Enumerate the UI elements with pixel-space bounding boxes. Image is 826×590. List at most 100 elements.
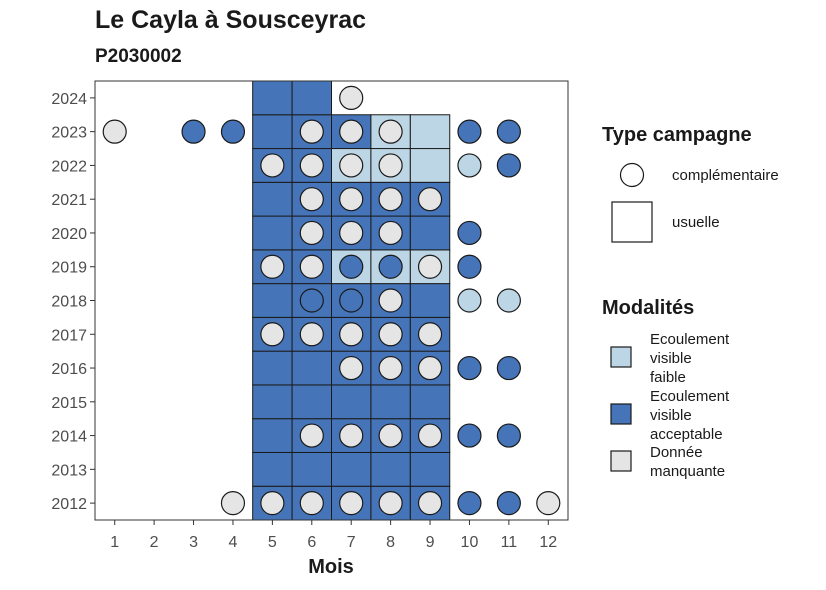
- x-tick-label-1: 1: [110, 534, 119, 551]
- point-circle-2022-7: [339, 153, 364, 178]
- cell-square-2014-5: [252, 418, 293, 453]
- point-circle-2023-11: [496, 119, 521, 144]
- cell-square-2013-5: [252, 451, 293, 487]
- legend-key-ecoulement-visible-faible: [610, 346, 632, 368]
- legend-shape-title: Type campagne: [602, 124, 752, 146]
- y-tick-label-2019: 2019: [51, 260, 87, 277]
- cell-square-2013-7: [331, 451, 372, 487]
- point-circle-2021-6: [299, 187, 324, 212]
- point-circle-2014-6: [299, 423, 324, 448]
- cell-square-2015-5: [252, 384, 293, 420]
- legend-label-line: acceptable: [650, 426, 723, 443]
- cell-square-2023-9: [409, 114, 451, 150]
- point-circle-2019-10: [457, 254, 482, 279]
- x-tick-label-10: 10: [461, 534, 479, 551]
- point-circle-2014-7: [339, 423, 364, 448]
- cell-square-2018-9: [409, 283, 451, 318]
- point-circle-2018-10: [457, 288, 482, 313]
- legend-shape-label-usuelle: usuelle: [672, 214, 720, 231]
- point-circle-2017-8: [378, 322, 403, 347]
- cell-square-2020-5: [252, 215, 293, 251]
- x-tick-label-12: 12: [539, 534, 557, 551]
- cell-square-2016-6: [291, 350, 333, 386]
- point-circle-2016-10: [457, 355, 482, 381]
- point-circle-2023-8: [378, 119, 403, 144]
- y-tick-label-2013: 2013: [51, 462, 87, 479]
- legend-label-line: visible: [650, 407, 692, 424]
- legend-fill-title: Modalités: [602, 297, 694, 319]
- point-circle-2022-11: [496, 153, 521, 178]
- point-circle-2021-7: [339, 187, 364, 212]
- point-circle-2012-8: [378, 491, 403, 516]
- y-tick-label-2018: 2018: [51, 294, 87, 311]
- cell-square-2015-8: [370, 384, 411, 420]
- point-circle-2012-5: [260, 491, 285, 516]
- point-circle-2017-7: [339, 322, 364, 347]
- y-tick-label-2024: 2024: [51, 91, 87, 108]
- x-tick-label-6: 6: [307, 534, 316, 551]
- point-circle-2023-4: [220, 119, 246, 144]
- point-circle-2021-8: [378, 187, 403, 212]
- point-circle-2014-9: [417, 423, 443, 448]
- legend-label-donnee-manquante: Donnée manquante: [650, 444, 725, 480]
- cell-square-2015-9: [409, 384, 451, 420]
- point-circle-2016-9: [417, 355, 443, 381]
- cell-square-2022-9: [409, 148, 451, 183]
- point-circle-2014-11: [496, 423, 521, 448]
- point-circle-2021-9: [417, 187, 443, 212]
- y-tick-label-2021: 2021: [51, 192, 87, 209]
- point-circle-2012-12: [536, 491, 561, 516]
- point-circle-2022-10: [457, 153, 482, 178]
- x-axis: 1 2 3 4 5 6 7 8 9 10 11 12: [110, 520, 557, 551]
- x-tick-label-7: 7: [347, 534, 356, 551]
- x-tick-label-11: 11: [501, 534, 518, 551]
- y-tick-label-2014: 2014: [51, 429, 87, 446]
- point-circle-2018-7: [339, 288, 364, 313]
- y-tick-label-2023: 2023: [51, 125, 87, 142]
- cell-square-2023-5: [252, 114, 293, 150]
- point-circle-2024-7: [339, 85, 364, 110]
- point-circle-2022-6: [299, 153, 324, 178]
- point-circle-2016-11: [496, 355, 521, 381]
- cell-square-2021-5: [252, 181, 293, 217]
- point-circle-2018-11: [496, 288, 521, 313]
- point-circle-2020-7: [339, 220, 364, 246]
- point-circle-2018-6: [299, 288, 324, 313]
- legend-modalites: Modalités Ecoulement visible faibleEcoulem…: [602, 297, 730, 480]
- legend-square-key: [611, 201, 653, 243]
- point-circle-2016-7: [339, 355, 364, 381]
- complementary-campaign-circles: [102, 85, 561, 516]
- legend-key-donnee-manquante: [610, 450, 632, 472]
- point-circle-2023-1: [102, 119, 127, 144]
- point-circle-2014-8: [378, 423, 403, 448]
- x-tick-label-4: 4: [229, 534, 238, 551]
- point-circle-2012-9: [417, 491, 443, 516]
- legend-label-ecoulement-visible-faible: Ecoulement visible faible: [650, 331, 730, 386]
- legend-key-ecoulement-visible-acceptable: [610, 403, 632, 425]
- cell-square-2024-6: [291, 80, 333, 116]
- y-tick-label-2016: 2016: [51, 361, 87, 378]
- point-circle-2012-6: [299, 491, 324, 516]
- point-circle-2019-7: [339, 254, 364, 279]
- legend-label-line: visible: [650, 350, 692, 367]
- y-tick-label-2017: 2017: [51, 327, 87, 344]
- point-circle-2017-6: [299, 322, 324, 347]
- point-circle-2019-6: [299, 254, 324, 279]
- x-tick-label-8: 8: [386, 534, 395, 551]
- cell-square-2015-6: [291, 384, 333, 420]
- y-tick-label-2022: 2022: [51, 158, 87, 175]
- legend-type-campagne: Type campagne complémentaire usuelle: [602, 124, 779, 243]
- point-circle-2019-8: [378, 254, 403, 279]
- point-circle-2019-5: [260, 254, 285, 279]
- legend-label-line: faible: [650, 369, 686, 386]
- cell-square-2020-9: [409, 215, 451, 251]
- point-circle-2012-10: [457, 491, 482, 516]
- legend-circle-key: [619, 162, 645, 188]
- point-circle-2020-10: [457, 220, 482, 246]
- point-circle-2020-6: [299, 220, 324, 246]
- point-circle-2022-8: [378, 153, 403, 178]
- legend-label-line: manquante: [650, 463, 725, 480]
- point-circle-2012-4: [220, 491, 246, 516]
- legend-label-line: Ecoulement: [650, 331, 730, 348]
